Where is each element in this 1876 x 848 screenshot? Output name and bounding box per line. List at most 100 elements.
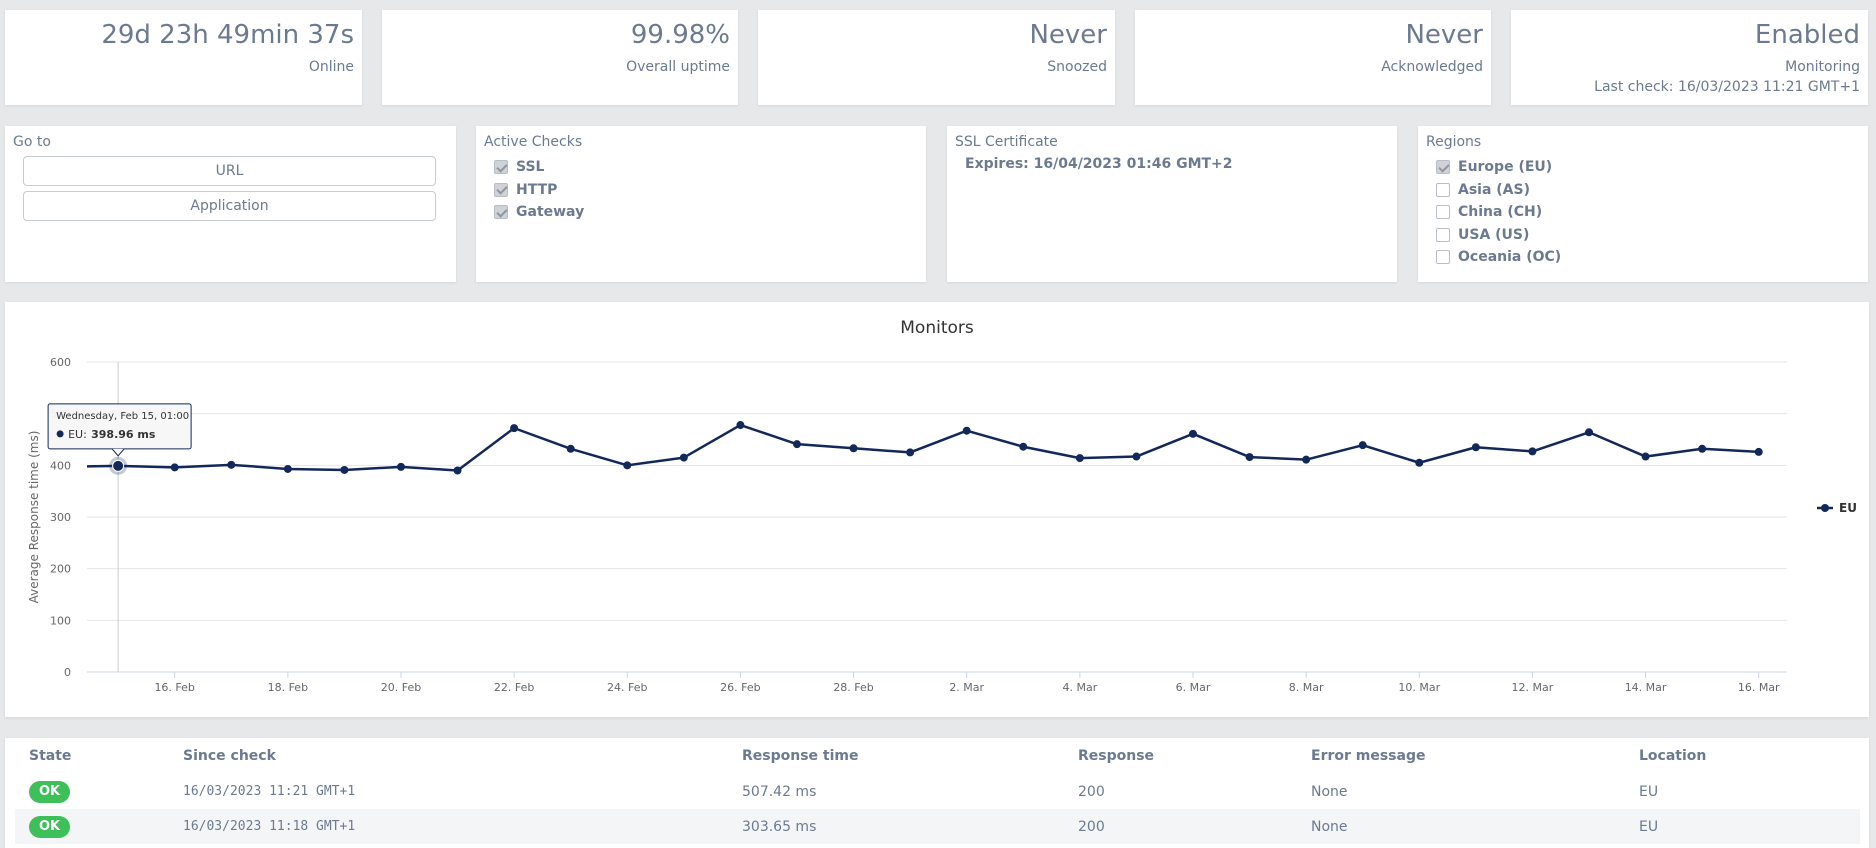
checkbox-checked[interactable] (494, 205, 508, 220)
x-tick-label: 20. Feb (381, 681, 421, 694)
application-button[interactable]: Application (23, 191, 436, 221)
data-point (736, 421, 745, 430)
checks-table-card: State Since check Response time Response… (5, 738, 1869, 848)
stat-online: 29d 23h 49min 37s Online (5, 10, 362, 105)
check-ssl[interactable]: SSL (494, 156, 918, 179)
x-tick-label: 24. Feb (607, 681, 647, 694)
data-point (227, 460, 236, 469)
state-cell: OK (15, 809, 169, 844)
y-axis-title: Average Response time (ms) (27, 431, 41, 604)
stat-label: Snoozed (1047, 59, 1107, 75)
check-http[interactable]: HTTP (494, 179, 918, 202)
data-point (1019, 442, 1028, 451)
stat-value: Never (1405, 20, 1483, 50)
monitors-chart-card: Monitors0100200300400500600Average Respo… (5, 302, 1869, 717)
tooltip-marker (56, 430, 64, 438)
checks-table: State Since check Response time Response… (15, 738, 1860, 844)
col-response-time[interactable]: Response time (742, 748, 859, 764)
last-check: Last check: 16/03/2023 11:21 GMT+1 (1594, 79, 1860, 95)
legend-marker (1821, 504, 1829, 512)
y-tick-label: 300 (50, 511, 71, 524)
region-oc[interactable]: Oceania (OC) (1436, 246, 1860, 269)
stat-value: Enabled (1754, 20, 1860, 50)
x-tick-label: 18. Feb (268, 681, 308, 694)
data-point (510, 424, 519, 433)
location-cell: EU (1639, 783, 1659, 800)
x-tick-label: 16. Mar (1738, 681, 1780, 694)
checkbox-unchecked[interactable] (1436, 227, 1450, 242)
table-header-row: State Since check Response time Response… (15, 738, 1860, 774)
data-point (112, 459, 125, 472)
checkbox-unchecked[interactable] (1436, 250, 1450, 265)
data-point (1641, 452, 1650, 461)
error-cell: None (1297, 809, 1625, 844)
checkbox-checked[interactable] (1436, 160, 1450, 175)
col-state[interactable]: State (29, 748, 72, 764)
status-badge: OK (29, 780, 71, 803)
checkbox-unchecked[interactable] (1436, 205, 1450, 220)
region-label: USA (US) (1458, 226, 1530, 243)
stat-value: Never (1029, 20, 1107, 50)
error-cell: None (1311, 783, 1348, 800)
chart-title: Monitors (900, 318, 974, 338)
panel-title: Active Checks (484, 134, 583, 150)
data-point (453, 466, 462, 475)
data-point (1075, 454, 1084, 463)
data-point (1245, 453, 1254, 462)
data-point (1754, 447, 1763, 456)
data-point (283, 464, 292, 473)
table-row[interactable]: OK 16/03/2023 11:21 GMT+1 507.42 ms 200 … (15, 774, 1860, 809)
check-label: Gateway (516, 204, 585, 221)
region-us[interactable]: USA (US) (1436, 224, 1860, 247)
x-tick-label: 14. Mar (1625, 681, 1667, 694)
series-line-eu (86, 423, 1759, 472)
y-tick-label: 100 (50, 614, 71, 627)
region-as[interactable]: Asia (AS) (1436, 179, 1860, 202)
ssl-panel: SSL Certificate Expires: 16/04/2023 01:4… (947, 126, 1397, 282)
x-tick-label: 4. Mar (1062, 681, 1097, 694)
location-cell: EU (1625, 809, 1860, 844)
checkbox-checked[interactable] (494, 182, 508, 197)
x-tick-label: 10. Mar (1398, 681, 1440, 694)
panel-title: Regions (1426, 134, 1482, 150)
legend-label: EU (1839, 501, 1857, 515)
region-eu[interactable]: Europe (EU) (1436, 156, 1860, 179)
col-since[interactable]: Since check (183, 748, 276, 764)
checkbox-checked[interactable] (494, 160, 508, 175)
state-cell: OK (15, 774, 169, 809)
stat-value: 29d 23h 49min 37s (101, 20, 354, 50)
data-point (849, 444, 858, 453)
data-point (679, 453, 688, 462)
check-label: HTTP (516, 181, 558, 198)
data-point (1528, 447, 1537, 456)
data-point (1584, 428, 1593, 437)
stat-snoozed: Never Snoozed (758, 10, 1115, 105)
stat-label: Overall uptime (626, 59, 730, 75)
tooltip-pointer (111, 448, 125, 457)
data-point (1415, 458, 1424, 467)
y-tick-label: 400 (50, 459, 71, 472)
col-error[interactable]: Error message (1311, 748, 1426, 764)
status-badge: OK (29, 815, 71, 838)
col-location[interactable]: Location (1639, 748, 1707, 764)
region-label: Asia (AS) (1458, 181, 1531, 198)
x-tick-label: 12. Mar (1512, 681, 1554, 694)
region-label: Oceania (OC) (1458, 249, 1562, 266)
response-cell: 200 (1064, 809, 1297, 844)
region-label: China (CH) (1458, 204, 1543, 221)
goto-panel: Go to URL Application (5, 126, 456, 282)
region-ch[interactable]: China (CH) (1436, 201, 1860, 224)
url-button[interactable]: URL (23, 156, 436, 186)
check-gateway[interactable]: Gateway (494, 201, 918, 224)
monitors-chart[interactable]: Monitors0100200300400500600Average Respo… (5, 302, 1869, 717)
data-point (1132, 452, 1141, 461)
data-point (1698, 444, 1707, 453)
data-point (1302, 455, 1311, 464)
panel-title: Go to (13, 134, 51, 150)
data-point (623, 461, 632, 470)
table-row[interactable]: OK 16/03/2023 11:18 GMT+1 303.65 ms 200 … (15, 809, 1860, 844)
check-label: SSL (516, 159, 545, 176)
x-tick-label: 6. Mar (1176, 681, 1211, 694)
col-response[interactable]: Response (1078, 748, 1155, 764)
checkbox-unchecked[interactable] (1436, 182, 1450, 197)
